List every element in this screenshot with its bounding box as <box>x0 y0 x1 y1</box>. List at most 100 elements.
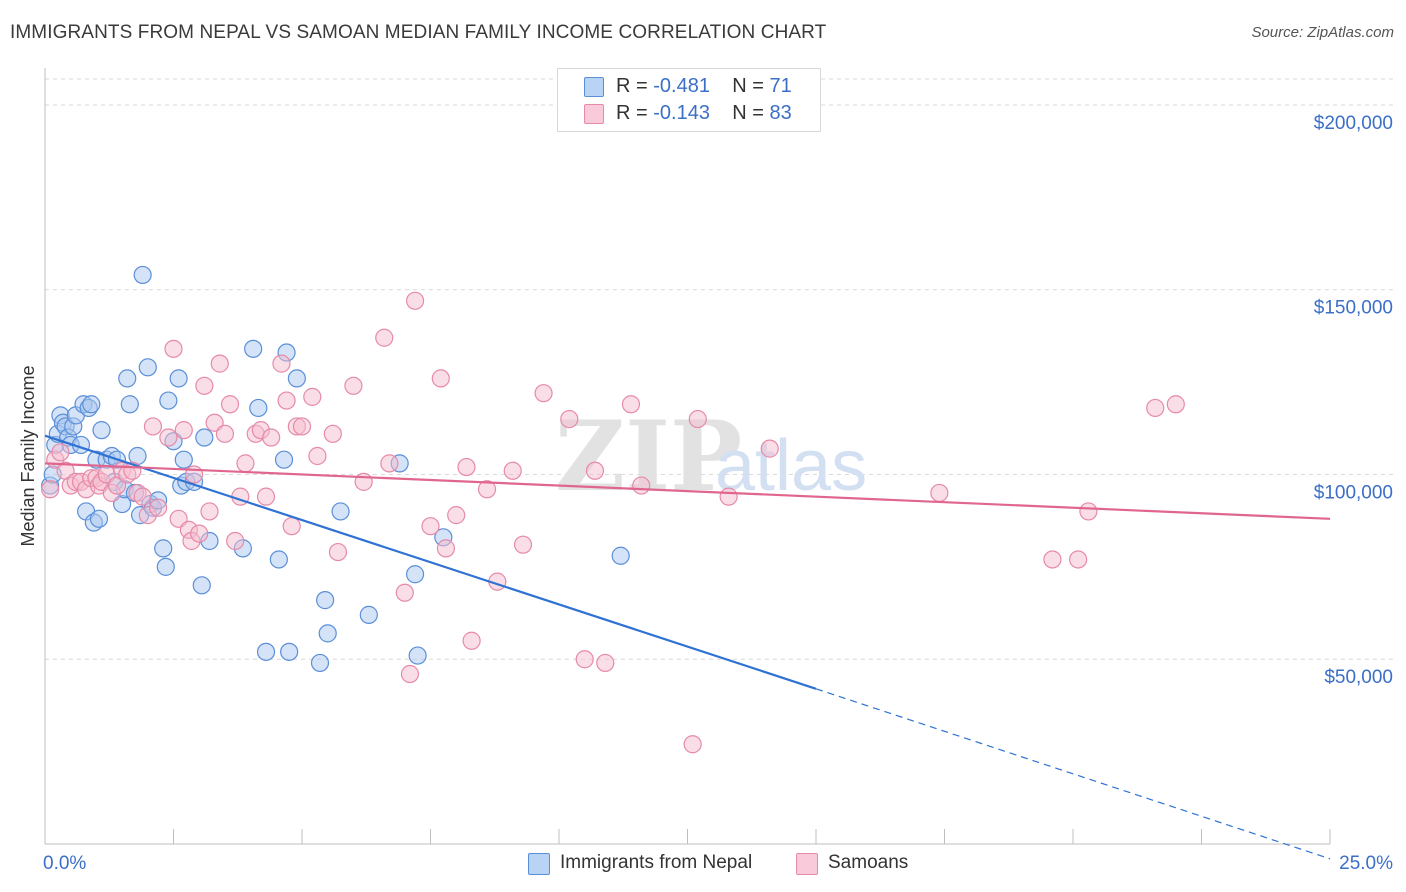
nepal-point <box>331 502 350 521</box>
samoan-point <box>256 487 276 506</box>
legend-text-nepal: R = -0.481 N = 71 <box>616 75 792 98</box>
y-tick-label: $100,000 <box>1314 482 1393 503</box>
y-axis-label: Median Family Income <box>18 365 38 546</box>
x-tick-label: 0.0% <box>43 853 86 874</box>
samoan-point <box>436 539 456 558</box>
samoan-point <box>190 524 209 543</box>
samoan-point <box>585 461 605 480</box>
nepal-point <box>159 391 178 410</box>
nepal-point <box>408 646 427 665</box>
nepal-point <box>405 565 425 584</box>
nepal-point <box>120 395 139 414</box>
chart-title: IMMIGRANTS FROM NEPAL VS SAMOAN MEDIAN F… <box>10 22 827 43</box>
samoan-point <box>632 476 651 495</box>
nepal-point <box>138 358 157 377</box>
n-label: N = <box>732 102 764 124</box>
nepal-point <box>316 591 335 610</box>
nepal-point <box>133 265 152 285</box>
legend-text-samoan: R = -0.143 N = 83 <box>616 102 792 125</box>
samoan-point <box>159 428 178 447</box>
samoan-point <box>513 535 533 554</box>
samoan-point <box>277 391 296 410</box>
samoan-point <box>534 384 553 403</box>
nepal-point <box>174 450 193 469</box>
nepal-trendline-extension <box>815 688 1331 860</box>
samoan-point <box>503 461 522 480</box>
nepal-point <box>92 421 111 440</box>
n-label: N = <box>732 75 764 97</box>
samoan-point <box>215 424 234 443</box>
nepal-swatch <box>584 77 604 97</box>
r-label: R = <box>616 75 648 97</box>
nepal-point <box>611 546 630 565</box>
samoan-trendline <box>44 462 1331 520</box>
samoan-point <box>308 446 327 466</box>
nepal-point <box>89 509 109 528</box>
samoan-point <box>405 291 425 310</box>
watermark-zip: ZIP <box>555 400 742 513</box>
samoan-point <box>400 664 420 684</box>
nepal-legend-swatch <box>528 853 550 875</box>
nepal-point <box>154 539 173 558</box>
samoan-point <box>719 487 738 506</box>
y-tick-label: $150,000 <box>1314 298 1393 319</box>
samoan-point <box>292 417 312 436</box>
samoan-point <box>560 409 579 429</box>
samoan-point <box>51 443 70 462</box>
samoan-point <box>323 424 342 443</box>
samoan-point <box>1146 398 1165 418</box>
samoan-point <box>205 413 224 432</box>
nepal-point <box>169 369 188 388</box>
r-value: -0.143 <box>653 102 710 124</box>
nepal-trendline <box>44 434 817 690</box>
samoan-legend-label: Samoans <box>828 852 909 873</box>
samoan-point <box>477 480 497 499</box>
chart-source: Source: ZipAtlas.com <box>1251 24 1394 41</box>
samoan-point <box>200 502 219 521</box>
nepal-point <box>118 369 137 388</box>
nepal-point <box>280 642 299 661</box>
samoan-point <box>164 339 183 358</box>
samoan-point <box>596 653 615 673</box>
samoan-point <box>328 542 348 562</box>
samoan-point <box>262 428 281 447</box>
samoan-point <box>575 650 594 669</box>
nepal-point <box>249 398 268 418</box>
r-value: -0.481 <box>653 75 710 97</box>
samoan-point <box>210 354 229 373</box>
samoan-point <box>195 376 214 395</box>
samoan-swatch <box>584 104 604 124</box>
n-value: 83 <box>769 102 792 124</box>
nepal-point <box>287 369 306 388</box>
nepal-point <box>359 605 378 624</box>
samoan-point <box>1043 550 1062 569</box>
samoan-point <box>303 387 322 406</box>
samoan-point <box>133 487 152 506</box>
samoan-point <box>380 454 399 473</box>
nepal-point <box>310 653 330 673</box>
samoan-point <box>1069 550 1088 569</box>
samoan-point <box>143 417 163 436</box>
r-label: R = <box>616 102 648 124</box>
x-tick-label: 25.0% <box>1339 853 1393 874</box>
samoan-point <box>226 531 245 551</box>
samoan-point <box>174 421 193 440</box>
n-value: 71 <box>769 75 792 97</box>
samoan-point <box>688 409 707 429</box>
samoan-point <box>236 454 255 473</box>
samoan-point <box>683 735 702 754</box>
samoan-point <box>395 583 414 602</box>
nepal-point <box>82 395 101 414</box>
nepal-legend-label: Immigrants from Nepal <box>560 852 753 873</box>
samoan-point <box>148 498 168 517</box>
samoan-point <box>1166 395 1185 414</box>
nepal-point <box>156 557 175 576</box>
samoan-point <box>447 506 466 525</box>
samoan-point <box>41 480 60 499</box>
nepal-point <box>192 576 211 595</box>
nepal-point <box>318 624 337 643</box>
samoan-point <box>431 369 450 388</box>
nepal-point <box>256 642 276 661</box>
samoan-point <box>457 457 476 477</box>
